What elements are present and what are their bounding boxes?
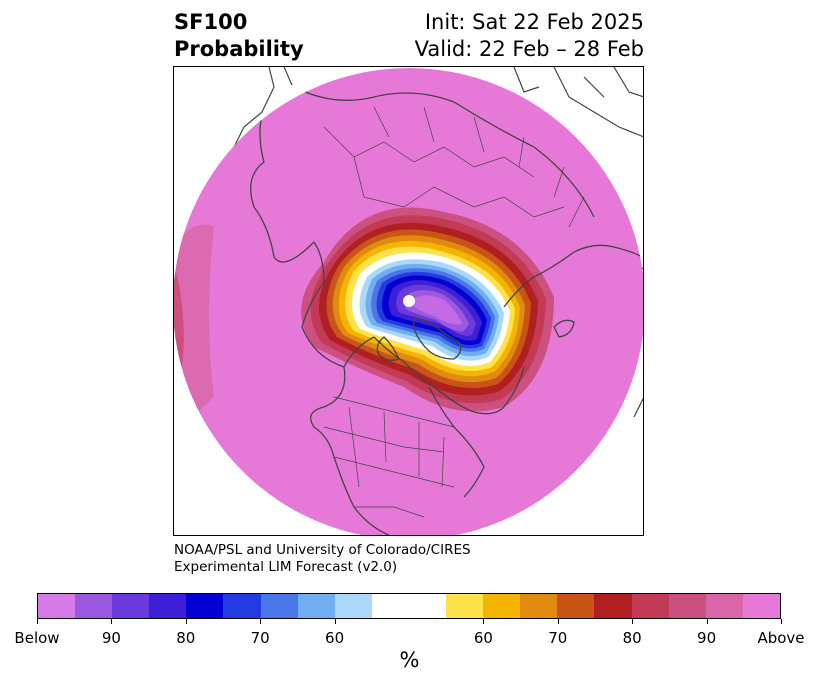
country-borders (323, 106, 585, 518)
coastlines (250, 86, 643, 535)
colorbar-segment (260, 594, 298, 618)
colorbar (37, 593, 781, 619)
colorbar-tick-mark (632, 619, 634, 624)
colorbar-segment (371, 594, 447, 618)
colorbar-tick-mark (37, 619, 38, 624)
map-panel (173, 66, 644, 536)
colorbar-tick-label: Above (757, 629, 805, 647)
colorbar-tick-mark (260, 619, 262, 624)
title-left: SF100 Probability (174, 9, 304, 63)
colorbar-tick-mark (706, 619, 708, 624)
credit-line-2: Experimental LIM Forecast (v2.0) (174, 559, 398, 575)
colorbar-segment (557, 594, 595, 618)
colorbar-tick-label: 90 (697, 629, 717, 647)
colorbar-segment (75, 594, 113, 618)
colorbar-tick-mark (111, 619, 113, 624)
colorbar-segment (594, 594, 632, 618)
colorbar-tick-label: Below (14, 629, 60, 647)
colorbar-tick-mark (781, 619, 782, 624)
colorbar-segment (149, 594, 187, 618)
colorbar-segment (446, 594, 484, 618)
colorbar-ticks: Below 90 80 70 60 60 70 80 90 Above (14, 619, 805, 649)
init-date: Init: Sat 22 Feb 2025 (424, 10, 644, 34)
colorbar-tick-mark (334, 619, 336, 624)
colorbar-tick-mark (557, 619, 559, 624)
colorbar-segment (483, 594, 521, 618)
colorbar-tick-mark (185, 619, 187, 624)
colorbar-unit: % (399, 648, 420, 672)
colorbar-tick-label: 60 (325, 629, 345, 647)
colorbar-tick-label: 90 (101, 629, 121, 647)
credit: NOAA/PSL and University of Colorado/CIRE… (174, 542, 471, 576)
colorbar-segment (334, 594, 372, 618)
colorbar-segment (668, 594, 706, 618)
colorbar-tick-mark (483, 619, 485, 624)
colorbar-segment (38, 594, 76, 618)
variable-name: SF100 (174, 10, 248, 34)
colorbar-segment (186, 594, 224, 618)
polar-map (174, 67, 643, 535)
colorbar-segment (742, 594, 780, 618)
colorbar-segment (297, 594, 335, 618)
pole-marker (403, 295, 415, 307)
colorbar-segment (520, 594, 558, 618)
colorbar-tick-label: 60 (473, 629, 493, 647)
colorbar-tick-label: 80 (622, 629, 642, 647)
colorbar-tick-label: 70 (250, 629, 270, 647)
credit-line-1: NOAA/PSL and University of Colorado/CIRE… (174, 542, 471, 558)
colorbar-tick-label: 80 (176, 629, 196, 647)
valid-range: Valid: 22 Feb – 28 Feb (414, 37, 644, 61)
title-right: Init: Sat 22 Feb 2025 Valid: 22 Feb – 28… (415, 9, 644, 63)
product-name: Probability (174, 37, 304, 61)
colorbar-tick-label: 70 (548, 629, 568, 647)
colorbar-segment (631, 594, 669, 618)
colorbar-segment (223, 594, 261, 618)
colorbar-segment (705, 594, 743, 618)
colorbar-segment (112, 594, 150, 618)
